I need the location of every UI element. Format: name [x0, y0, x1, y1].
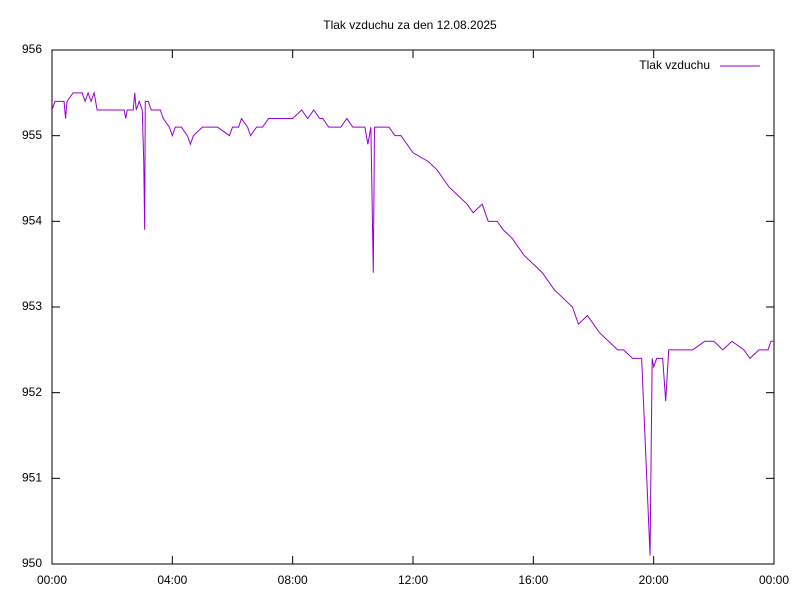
- x-tick-label: 04:00: [157, 573, 187, 587]
- legend-label: Tlak vzduchu: [639, 58, 710, 72]
- x-tick-label: 16:00: [518, 573, 548, 587]
- y-tick-label: 956: [22, 42, 42, 56]
- y-tick-label: 950: [22, 556, 42, 570]
- x-tick-label: 00:00: [37, 573, 67, 587]
- chart-title: Tlak vzduchu za den 12.08.2025: [323, 18, 497, 32]
- y-tick-label: 951: [22, 471, 42, 485]
- y-tick-label: 952: [22, 385, 42, 399]
- x-tick-label: 20:00: [639, 573, 669, 587]
- y-tick-label: 954: [22, 214, 42, 228]
- data-line: [51, 90, 774, 556]
- x-tick-label: 12:00: [398, 573, 428, 587]
- x-tick-label: 00:00: [759, 573, 789, 587]
- y-tick-label: 953: [22, 299, 42, 313]
- x-tick-label: 08:00: [278, 573, 308, 587]
- y-tick-label: 955: [22, 128, 42, 142]
